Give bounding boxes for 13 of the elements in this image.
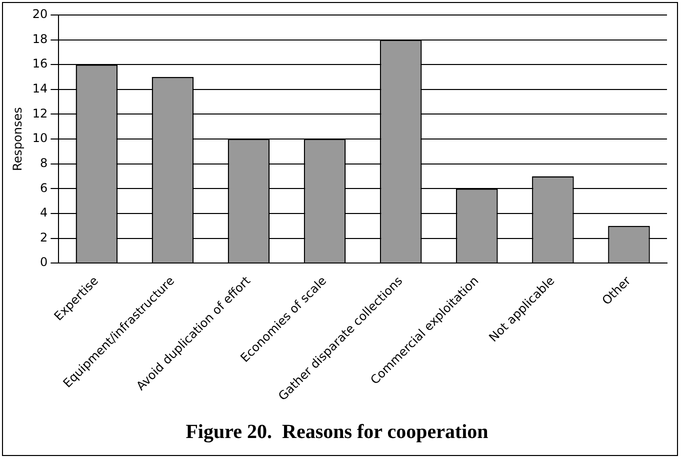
y-tick-label: 6: [40, 180, 48, 195]
y-tick-label: 10: [32, 131, 48, 146]
y-tick-label: 14: [32, 82, 48, 96]
text: Figure 20. Reasons for cooperation: [186, 421, 488, 444]
y-tick-label: 20: [32, 7, 48, 22]
y-tick-label: 12: [32, 106, 48, 120]
y-tick-label: 4: [40, 206, 48, 220]
y-tick-label: 0: [40, 255, 48, 270]
y-tick-label: 8: [40, 156, 48, 170]
y-axis-title: Responses: [10, 107, 24, 172]
y-tick-label: 18: [32, 32, 48, 46]
y-tick-label: 2: [40, 230, 48, 244]
y-tick-label: 16: [32, 56, 48, 71]
